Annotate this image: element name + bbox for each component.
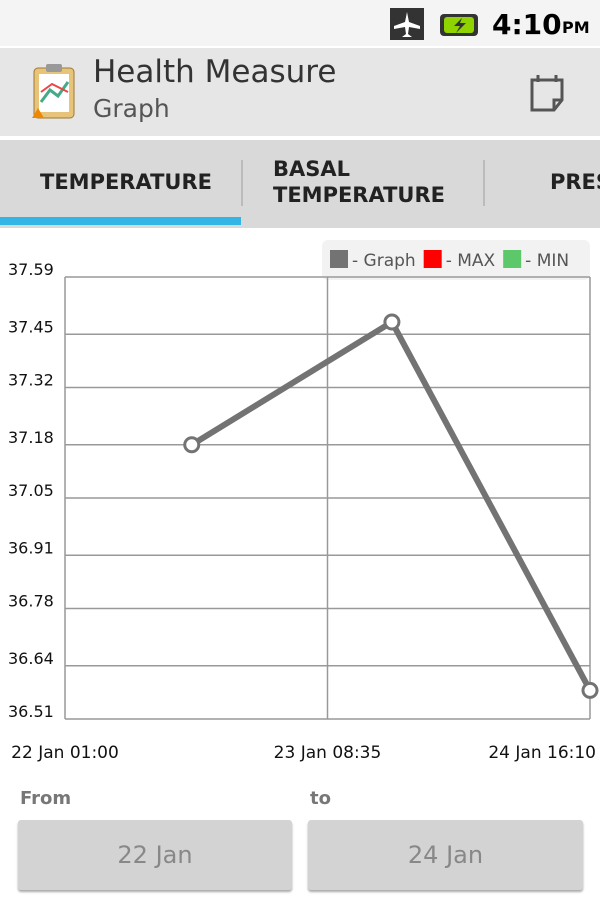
x-tick-label: 23 Jan 08:35 [274, 743, 382, 763]
to-label: to [310, 788, 331, 809]
from-button[interactable]: 22 Jan [18, 820, 292, 890]
data-point [581, 681, 599, 699]
y-tick-label: 37.18 [8, 428, 54, 447]
action-bar: Health Measure Graph [0, 48, 600, 136]
status-bar: 4:10 PM [0, 0, 600, 46]
from-label: From [20, 788, 72, 809]
y-tick-label: 37.05 [8, 481, 54, 500]
y-tick-label: 36.78 [8, 592, 54, 611]
tab-indicator [0, 217, 241, 225]
y-tick-label: 37.59 [8, 260, 54, 279]
clock: 4:10 [492, 8, 562, 41]
status-icons [390, 8, 478, 40]
chart: - Graph - MAX - MIN 36.51 36.64 36.78 36.91 37.… [8, 240, 599, 763]
data-point [383, 313, 401, 331]
y-tick-label: 36.91 [8, 538, 54, 557]
data-point [183, 436, 201, 454]
app-title: Health Measure [93, 54, 337, 90]
calendar-button[interactable] [526, 72, 570, 116]
x-tick-label: 24 Jan 16:10 [488, 743, 596, 763]
data-line [190, 317, 593, 692]
x-tick-label: 22 Jan 01:00 [11, 743, 119, 763]
legend-label: - MAX [446, 251, 496, 271]
legend-box [322, 240, 590, 280]
to-button[interactable]: 24 Jan [308, 820, 583, 890]
legend-swatch [423, 250, 442, 268]
app-subtitle: Graph [93, 94, 170, 123]
y-tick-label: 37.32 [8, 371, 54, 390]
y-tick-label: 37.45 [8, 317, 54, 336]
legend-swatch [503, 250, 522, 268]
legend-swatch [330, 250, 348, 268]
tab[interactable]: TEMPERATURE [40, 170, 212, 194]
y-tick-label: 36.51 [8, 702, 54, 721]
tab[interactable]: BASAL TEMPERATURE [273, 157, 445, 207]
app-icon[interactable] [28, 62, 84, 122]
legend-label: - Graph [352, 251, 416, 271]
tab-bar: TEMPERATURE BASAL TEMPERATURE PRESSURE [0, 140, 600, 228]
tab[interactable]: PRESSURE [550, 170, 600, 194]
y-tick-label: 36.64 [8, 649, 54, 668]
clock-ampm: PM [562, 18, 590, 37]
legend-label: - MIN [525, 251, 569, 271]
